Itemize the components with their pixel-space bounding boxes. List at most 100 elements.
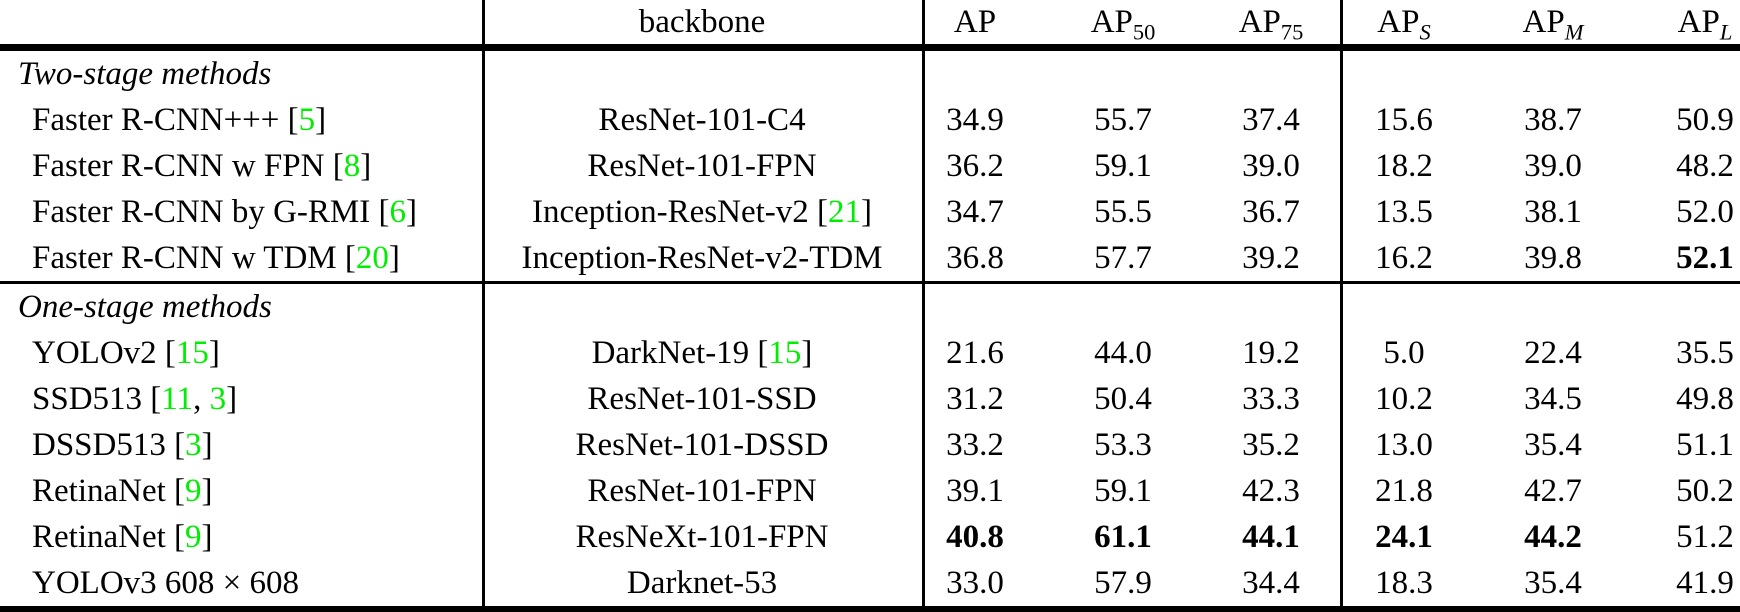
text-segment: ] [201, 427, 213, 463]
text-segment: DSSD513 [ [32, 427, 186, 463]
backbone-cell: ResNet-101-DSSD [576, 422, 829, 468]
metric-value: 44.2 [1524, 519, 1582, 555]
backbone-cell: ResNet-101-FPN [587, 468, 816, 514]
text-segment: YOLOv2 [ [32, 335, 176, 371]
metric-value: 51.1 [1676, 427, 1734, 463]
metric-base: AP [1090, 4, 1133, 40]
text-segment: ] [405, 194, 417, 230]
text-segment: Inception-ResNet-v2-TDM [521, 240, 883, 276]
metric-base: AP [953, 4, 997, 40]
text-segment: Faster R-CNN by G-RMI [ [32, 194, 390, 230]
metric-value: 41.9 [1676, 565, 1734, 601]
method-cell: RetinaNet [9] [32, 468, 213, 514]
text-segment: RetinaNet [ [32, 473, 186, 509]
column-separator [1340, 0, 1343, 612]
backbone-cell: Inception-ResNet-v2 [21] [532, 189, 872, 235]
text-segment: ] [226, 381, 238, 417]
table-body: Two-stage methods Faster R-CNN+++ [5] ResN… [0, 51, 1740, 606]
metric-base: AP [1238, 4, 1281, 40]
column-header-ap75: AP75 [1239, 0, 1304, 44]
backbone-cell: ResNeXt-101-FPN [576, 514, 829, 560]
section-label: One-stage methods [18, 289, 272, 325]
citation-link[interactable]: 20 [355, 240, 389, 276]
metric-value: 42.7 [1524, 473, 1582, 509]
metric-value: 48.2 [1676, 148, 1734, 184]
citation-link[interactable]: 8 [343, 148, 361, 184]
metric-value: 35.4 [1524, 565, 1582, 601]
backbone-cell: Darknet-53 [627, 560, 777, 606]
metric-value: 21.8 [1375, 473, 1433, 509]
text-segment: ] [388, 240, 400, 276]
citation-link[interactable]: 21 [828, 194, 861, 230]
citation-link[interactable]: 5 [298, 102, 316, 138]
method-cell: Faster R-CNN by G-RMI [6] [32, 189, 417, 235]
metric-value: 36.8 [946, 240, 1004, 276]
text-segment: ] [861, 194, 872, 230]
citation-link[interactable]: 9 [185, 519, 202, 555]
column-header-apm: APM [1523, 0, 1584, 44]
metric-value: 40.8 [946, 519, 1004, 555]
metric-value: 52.1 [1676, 240, 1734, 276]
text-segment: ResNet-101-FPN [587, 148, 817, 184]
metric-value: 34.9 [946, 102, 1004, 138]
citation-link[interactable]: 9 [185, 473, 202, 509]
metric-value: 33.0 [946, 565, 1004, 601]
backbone-cell: DarkNet-19 [15] [592, 330, 813, 376]
text-segment: RetinaNet [ [32, 519, 186, 555]
column-separator [482, 0, 485, 612]
metric-value: 50.9 [1676, 102, 1734, 138]
text-segment: ResNeXt-101-FPN [575, 519, 829, 555]
text-segment: ResNet-101-SSD [587, 381, 817, 417]
metric-value: 22.4 [1524, 335, 1582, 371]
metric-value: 55.5 [1094, 194, 1152, 230]
citation-link[interactable]: 15 [175, 335, 209, 371]
text-segment: ] [208, 335, 220, 371]
metric-value: 42.3 [1242, 473, 1300, 509]
metric-value: 33.3 [1242, 381, 1300, 417]
method-cell: Faster R-CNN w FPN [8] [32, 143, 371, 189]
metric-value: 52.0 [1676, 194, 1734, 230]
table-row: DSSD513 [3] ResNet-101-DSSD 33.2 53.3 35.2 13… [0, 422, 1740, 468]
citation-link[interactable]: 6 [389, 194, 406, 230]
text-segment: ] [201, 519, 213, 555]
metric-value: 34.5 [1524, 381, 1582, 417]
table-row: Faster R-CNN+++ [5] ResNet-101-C4 34.9 55.7… [0, 97, 1740, 143]
text-segment: Faster R-CNN w FPN [ [32, 148, 344, 184]
text-segment: Darknet-53 [626, 565, 778, 601]
column-header-ap: AP [954, 0, 996, 44]
metric-value: 34.7 [946, 194, 1004, 230]
metric-subscript: S [1419, 19, 1431, 45]
metric-subscript: M [1564, 19, 1584, 45]
citation-link[interactable]: 11 [161, 381, 194, 417]
method-cell: RetinaNet [9] [32, 514, 213, 560]
text-segment: ResNet-101-C4 [598, 102, 806, 138]
metric-value: 38.7 [1524, 102, 1582, 138]
citation-link[interactable]: 3 [185, 427, 202, 463]
metric-value: 24.1 [1375, 519, 1433, 555]
metric-value: 51.2 [1676, 519, 1734, 555]
metric-value: 39.1 [946, 473, 1004, 509]
section-divider-rule [0, 281, 1740, 284]
metric-value: 50.4 [1094, 381, 1152, 417]
backbone-cell: ResNet-101-C4 [598, 97, 805, 143]
metric-value: 21.6 [946, 335, 1004, 371]
metric-value: 44.0 [1094, 335, 1152, 371]
metric-value: 18.3 [1375, 565, 1433, 601]
metric-value: 13.5 [1375, 194, 1433, 230]
method-cell: DSSD513 [3] [32, 422, 213, 468]
citation-link[interactable]: 3 [209, 381, 227, 417]
citation-link[interactable]: 15 [768, 335, 802, 371]
metric-value: 39.0 [1524, 148, 1582, 184]
metric-value: 15.6 [1375, 102, 1433, 138]
metric-value: 57.7 [1094, 240, 1152, 276]
text-segment: DarkNet-19 [ [591, 335, 769, 371]
bottom-rule [0, 606, 1740, 612]
metric-value: 19.2 [1242, 335, 1300, 371]
metric-value: 18.2 [1375, 148, 1433, 184]
metric-value: 31.2 [946, 381, 1004, 417]
text-segment: ResNet-101-FPN [587, 473, 817, 509]
column-header-backbone: backbone [638, 4, 766, 40]
text-segment: YOLOv3 608 × 608 [32, 565, 300, 601]
text-segment: ] [801, 335, 813, 371]
table-row: YOLOv2 [15] DarkNet-19 [15] 21.6 44.0 19.2 5.… [0, 330, 1740, 376]
